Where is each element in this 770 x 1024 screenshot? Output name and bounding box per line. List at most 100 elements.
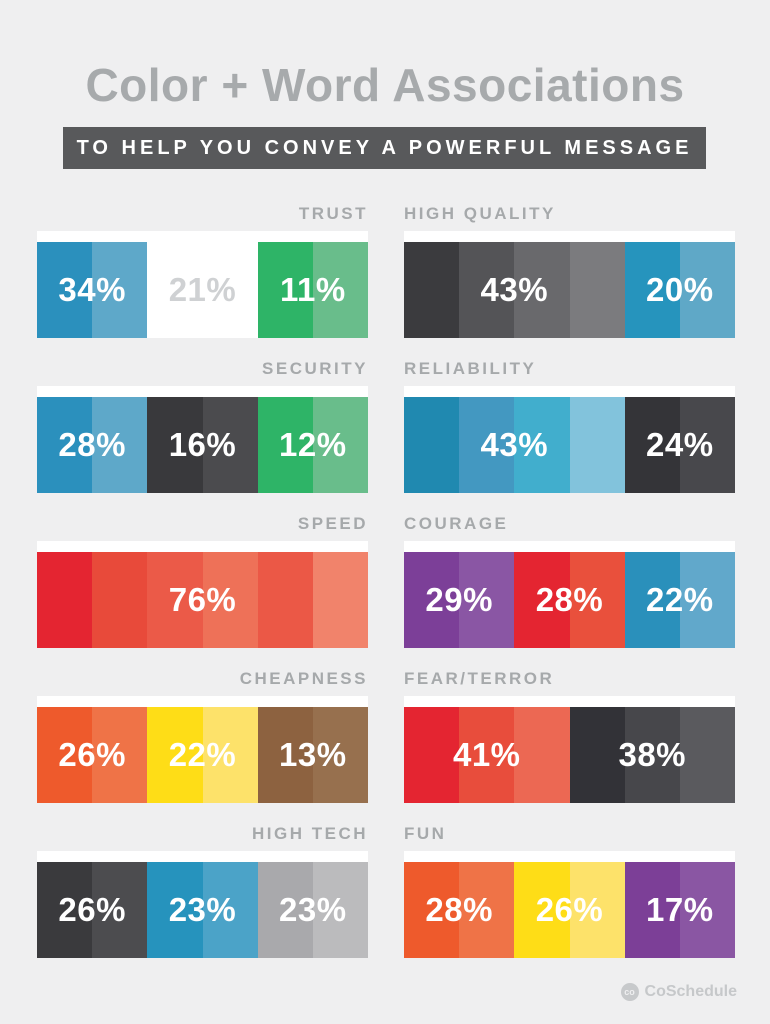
color-segment: 21% [147,242,258,338]
color-swatch [37,397,93,493]
percent-label: 34% [58,271,126,308]
color-bar: 34% 21% 11% [37,231,368,338]
bar-cells: 28% 16% 12% [37,397,368,493]
color-segment: 26% [37,707,148,803]
color-segment: 28% [514,552,625,648]
color-segment: 76% [37,552,369,648]
color-bar: 28% 16% 12% [37,386,368,493]
association-label: SPEED [297,514,368,533]
color-swatch [624,552,680,648]
color-swatch [257,862,313,958]
color-swatch [257,242,313,338]
color-swatch [37,552,93,648]
color-swatch [202,552,258,648]
color-swatch [569,552,625,648]
association-label: TRUST [298,204,368,223]
percent-label: 16% [168,426,237,463]
color-bar: 43% 20% [404,231,736,338]
color-bar: 29% 28% 22% [404,541,735,648]
bar-cells: 43% 20% [404,242,736,338]
percent-label: 26% [535,891,604,928]
bar-top-strip [37,386,368,397]
color-segment: 43% [404,397,625,493]
percent-label: 11% [279,271,346,308]
page-title: Color + Word Associations [85,59,685,111]
color-swatch [569,707,625,803]
bar-top-strip [37,541,368,552]
color-segment: 28% [37,397,148,493]
bar-top-strip [404,231,735,242]
color-swatch [569,862,625,958]
color-swatch [459,862,515,958]
bar-top-strip [37,851,368,862]
color-swatch [569,242,625,338]
color-swatch [312,552,369,648]
color-segment: 29% [404,552,515,648]
color-swatch [459,242,515,338]
subtitle-text: TO HELP YOU CONVEY A POWERFUL MESSAGE [76,136,693,159]
bar-cells: 26% 22% 13% [37,707,368,803]
color-swatch [92,397,148,493]
brand-name: CoSchedule [644,983,737,1000]
color-bar: 76% [37,541,369,648]
color-swatch [257,552,313,648]
color-swatch [202,707,258,803]
color-swatch [312,862,368,958]
percent-label: 26% [58,891,126,928]
bar-cells: 76% [37,552,369,648]
association-reliability: RELIABILITY 43% 24% [404,359,736,493]
color-segment: 17% [624,862,735,958]
color-swatch [37,707,93,803]
association-fear-terror: FEAR/TERROR 41% 38% [404,669,736,803]
bar-top-strip [37,231,368,242]
percent-label: 28% [535,581,604,618]
percent-label: 28% [425,891,493,928]
color-bar: 26% 22% 13% [37,696,368,803]
color-swatch [147,862,203,958]
color-swatch [404,862,460,958]
color-swatch [147,397,203,493]
percent-label: 29% [425,581,493,618]
color-swatch [37,242,93,338]
color-swatch [202,397,258,493]
color-swatch [404,707,460,803]
color-segment: 34% [37,242,148,338]
bar-top-strip [404,541,735,552]
color-swatch [624,242,680,338]
bar-cells: 26% 23% 23% [37,862,368,958]
color-swatch [257,397,313,493]
color-swatch [514,397,570,493]
association-trust: TRUST 34% 21% 11% [37,204,368,338]
percent-label: 22% [168,736,237,773]
color-swatch [404,397,460,493]
color-swatch [514,862,570,958]
color-swatch [514,552,570,648]
color-swatch [624,397,680,493]
color-segment: 43% [404,242,625,338]
color-swatch [147,707,203,803]
bar-top-strip [404,851,735,862]
brand-logo: co CoSchedule [620,982,737,1002]
color-swatch [312,397,368,493]
color-segment: 16% [147,397,258,493]
color-swatch [92,707,148,803]
percent-label: 22% [646,581,714,618]
color-swatch [679,707,736,803]
association-security: SECURITY 28% 16% 12% [37,359,368,493]
percent-label: 43% [480,271,549,308]
percent-label: 23% [168,891,237,928]
percent-label: 20% [646,271,714,308]
color-swatch [624,707,680,803]
color-swatch [92,862,148,958]
color-swatch [147,242,203,338]
color-swatch [312,707,368,803]
color-swatch [459,397,515,493]
color-swatch [404,552,460,648]
bar-cells: 28% 26% 17% [404,862,735,958]
color-bar: 28% 26% 17% [404,851,735,958]
color-bar: 26% 23% 23% [37,851,368,958]
color-swatch [147,552,203,648]
percent-label: 28% [58,426,126,463]
color-segment: 23% [147,862,258,958]
